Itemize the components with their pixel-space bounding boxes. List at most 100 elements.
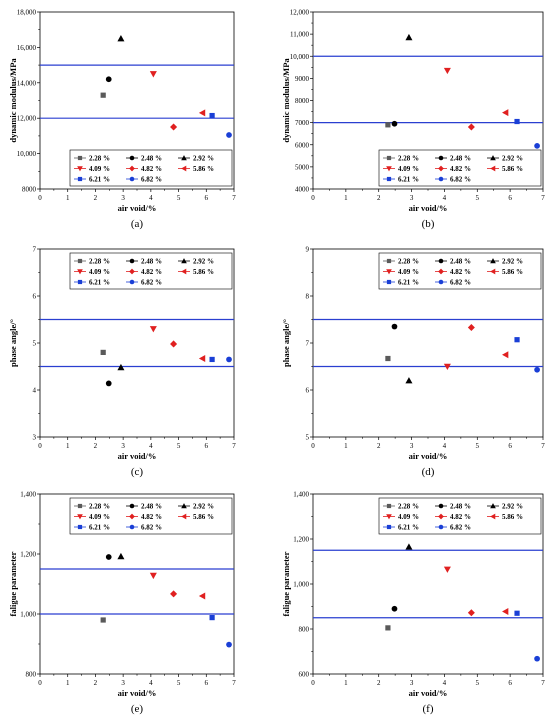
y-tick-label: 11,000 — [290, 31, 309, 39]
legend-marker — [181, 268, 187, 275]
legend-marker — [386, 155, 392, 161]
data-point — [226, 132, 232, 138]
x-tick-label: 3 — [121, 194, 125, 202]
legend-label: 6.82 % — [141, 524, 162, 532]
y-tick-label: 14,000 — [17, 79, 37, 87]
x-tick-label: 3 — [410, 194, 414, 202]
data-point — [467, 323, 475, 331]
legend-marker — [77, 176, 83, 182]
legend-marker — [490, 503, 496, 509]
data-point — [385, 625, 391, 631]
data-point — [534, 366, 540, 373]
legend-label: 6.82 % — [141, 176, 162, 184]
legend-marker — [181, 258, 187, 264]
data-point — [105, 76, 112, 83]
legend-marker — [490, 155, 496, 161]
legend-marker — [386, 503, 392, 509]
x-tick-label: 2 — [94, 194, 98, 202]
legend-marker — [438, 513, 444, 520]
legend-label: 4.09 % — [89, 165, 110, 173]
y-tick-label: 8000 — [22, 186, 37, 194]
y-tick-label: 12,000 — [17, 115, 37, 123]
legend-box — [69, 149, 233, 187]
x-tick-label: 1 — [344, 679, 348, 687]
data-point — [100, 92, 106, 98]
x-tick-label: 6 — [508, 442, 512, 450]
y-tick-label: 9000 — [295, 75, 310, 83]
data-point — [226, 641, 232, 648]
x-tick-label: 6 — [205, 194, 209, 202]
legend-marker — [129, 155, 135, 161]
legend-label: 2.48 % — [141, 155, 162, 163]
y-tick-label: 600 — [299, 671, 310, 679]
legend-label: 4.09 % — [398, 513, 419, 521]
legend-marker — [129, 268, 135, 275]
x-tick-label: 0 — [311, 679, 315, 687]
data-point — [170, 340, 178, 348]
legend-label: 2.28 % — [398, 155, 419, 163]
chart-panel-5: 0 1 2 3 4 5 6 7 800 1,000 1,200 1,400 air void/% fali… — [8, 491, 236, 716]
legend-marker — [129, 513, 135, 520]
y-axis-label: phase angle/° — [281, 319, 291, 367]
legend-label: 5.86 % — [193, 513, 214, 521]
legend-marker — [438, 165, 444, 172]
x-tick-label: 2 — [377, 194, 381, 202]
legend-box — [378, 252, 542, 290]
chart-panel-3: 0 1 2 3 4 5 6 7 3 4 5 6 7 air void/% phase angle/° (c) 2… — [8, 246, 236, 479]
legend-marker — [77, 155, 83, 161]
y-tick-label: 6 — [306, 387, 310, 395]
x-tick-label: 5 — [476, 194, 480, 202]
legend-marker — [129, 524, 135, 530]
legend-label: 4.82 % — [141, 513, 162, 521]
data-point — [534, 655, 540, 662]
legend-label: 2.92 % — [193, 155, 214, 163]
x-tick-label: 0 — [38, 679, 42, 687]
x-tick-label: 1 — [344, 194, 348, 202]
y-tick-label: 8 — [306, 293, 310, 301]
y-tick-label: 16,000 — [17, 44, 37, 52]
panel-label: (a) — [131, 218, 144, 230]
legend-box — [69, 497, 233, 535]
x-tick-label: 2 — [377, 679, 381, 687]
legend-marker — [386, 258, 392, 264]
legend-marker — [438, 279, 444, 285]
data-point — [117, 35, 125, 42]
x-tick-label: 0 — [311, 194, 315, 202]
legend-marker — [77, 279, 83, 285]
legend-label: 2.48 % — [141, 503, 162, 511]
x-tick-label: 4 — [149, 194, 153, 202]
y-tick-label: 4 — [33, 387, 37, 395]
x-tick-label: 1 — [66, 679, 70, 687]
data-point — [105, 554, 112, 560]
legend-label: 2.28 % — [398, 503, 419, 511]
legend-marker — [438, 524, 444, 530]
x-tick-label: 0 — [38, 194, 42, 202]
x-tick-label: 4 — [443, 679, 447, 687]
panel-label: (f) — [423, 703, 434, 715]
legend-marker — [181, 503, 187, 509]
legend-label: 4.09 % — [398, 268, 419, 276]
data-point — [198, 355, 206, 363]
chart-panel-6: 0 1 2 3 4 5 6 7 600 800 1,000 1,200 1,400 air void/% f… — [281, 491, 545, 716]
x-tick-label: 6 — [508, 679, 512, 687]
legend: 2.28 % 2.48 % 2.92 % 4.09 % 4.82 % 5.86 % 6.21… — [69, 252, 233, 290]
y-tick-label: 9 — [306, 246, 310, 254]
data-point — [391, 605, 398, 612]
data-point — [198, 592, 206, 600]
x-tick-label: 6 — [508, 194, 512, 202]
data-point — [514, 118, 520, 125]
data-point — [198, 109, 206, 117]
x-tick-label: 3 — [121, 679, 125, 687]
panel-label: (c) — [131, 466, 144, 478]
legend-label: 5.86 % — [502, 165, 523, 173]
chart-panel-4: 0 1 2 3 4 5 6 7 5 6 7 8 9 air void/% phase angle/° (d) 2… — [281, 246, 545, 479]
legend-label: 2.92 % — [502, 258, 523, 266]
data-point — [502, 351, 509, 359]
x-tick-label: 5 — [476, 679, 480, 687]
legend-marker — [490, 258, 496, 264]
legend-marker — [386, 524, 392, 530]
legend-label: 4.82 % — [450, 165, 471, 173]
legend-label: 6.21 % — [89, 279, 110, 287]
panel-label: (d) — [422, 466, 435, 478]
